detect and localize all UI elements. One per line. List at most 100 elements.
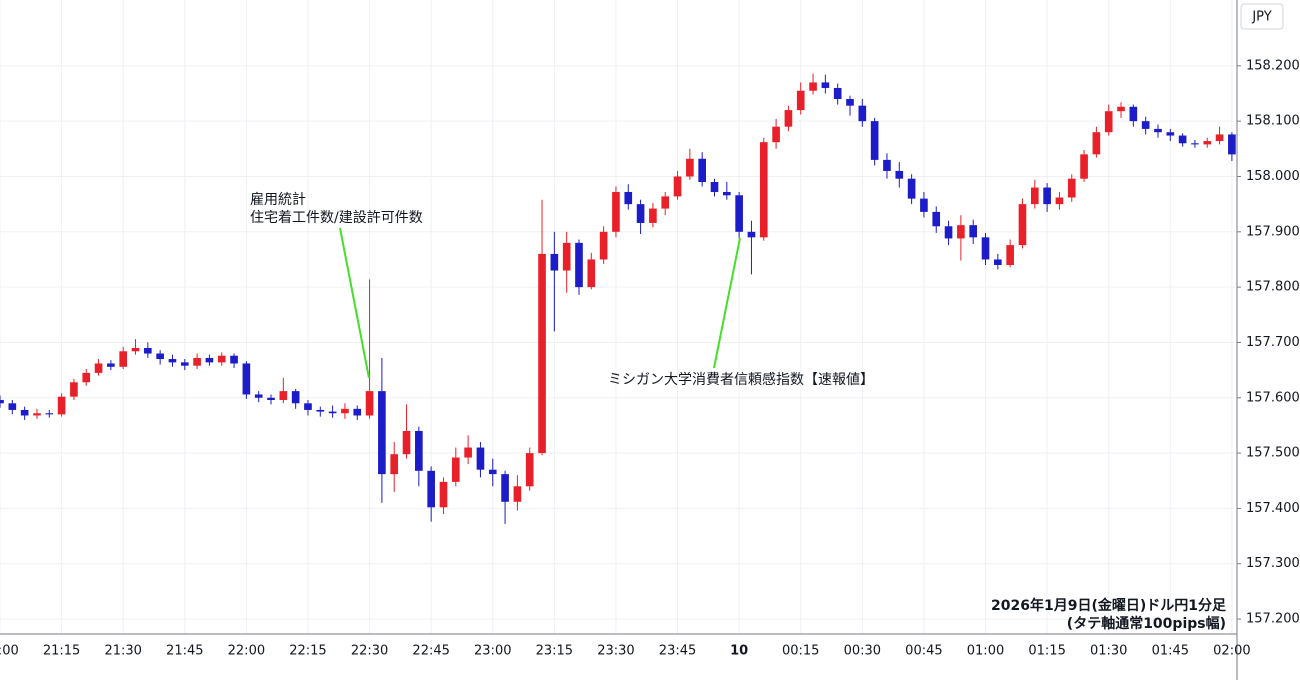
candle-body — [759, 142, 768, 238]
x-tick-label: 22:15 — [289, 644, 326, 659]
candle-body — [242, 363, 251, 395]
candle-body — [920, 198, 928, 212]
candle-body — [353, 408, 362, 416]
candle-body — [562, 242, 571, 271]
candle-body — [772, 126, 780, 143]
price-axis-panel — [1237, 0, 1300, 680]
x-tick-label: 00:45 — [905, 644, 942, 659]
candle-body — [341, 408, 349, 414]
candle-body — [205, 357, 214, 363]
candle-body — [525, 453, 534, 487]
candle-body — [488, 469, 497, 475]
candle-body — [279, 391, 288, 400]
candle-body — [994, 259, 1002, 265]
annotation-text: 住宅着工件数/建設許可件数 — [250, 210, 423, 226]
y-tick-label: 158.100 — [1246, 114, 1300, 129]
candle-body — [513, 486, 522, 502]
candle-body — [895, 170, 904, 179]
y-tick-label: 158.200 — [1246, 58, 1300, 73]
candle-body — [957, 225, 965, 239]
candle-body — [846, 99, 854, 106]
candle-body — [451, 457, 460, 482]
candle-body — [1092, 132, 1101, 155]
candle-body — [686, 158, 694, 177]
candle-body — [94, 363, 103, 373]
axes: 157.200 157.300 157.400 157.500 157.600 157.7… — [0, 58, 1300, 658]
candle-body — [378, 391, 386, 475]
candle-body — [131, 347, 140, 352]
candle-body — [587, 259, 596, 288]
candle-body — [796, 90, 805, 111]
grid — [0, 0, 1236, 634]
y-tick-label: 158.000 — [1246, 169, 1300, 184]
x-tick-label: 00:30 — [844, 644, 881, 659]
candle-body — [784, 110, 793, 127]
y-tick-label: 157.500 — [1246, 446, 1300, 461]
candle-body — [710, 182, 719, 192]
currency-badge[interactable] — [1240, 3, 1284, 30]
candle-body — [550, 253, 559, 271]
candle-body — [230, 355, 238, 364]
candle-body — [735, 195, 743, 232]
candle-body — [156, 353, 164, 360]
candle-body — [1104, 111, 1113, 133]
candle-body — [476, 447, 485, 470]
candle-body — [57, 396, 66, 415]
candle-body — [649, 208, 657, 223]
candle-body — [193, 357, 201, 366]
chart-note: (タテ軸通常100pips幅) — [1067, 615, 1226, 632]
x-tick-label: 01:15 — [1028, 644, 1065, 659]
x-tick-label: 01:30 — [1090, 644, 1127, 659]
candle-body — [464, 447, 472, 458]
candle-body — [1154, 128, 1162, 133]
candle-body — [932, 211, 941, 227]
x-tick-label: 23:15 — [536, 644, 573, 659]
candle-body — [575, 242, 583, 288]
x-tick-label: 01:00 — [967, 644, 1004, 659]
candle-body — [402, 430, 411, 455]
annotation-text: ミシガン大学消費者信頼感指数【速報値】 — [608, 371, 874, 388]
x-tick-label: 01:45 — [1152, 644, 1189, 659]
candle-body — [599, 231, 608, 260]
candle-body — [291, 391, 300, 404]
x-tick-label: 23:30 — [597, 644, 634, 659]
candle-body — [20, 409, 29, 416]
y-tick-label: 157.900 — [1246, 224, 1300, 239]
candle-body — [969, 225, 978, 238]
candle-body — [107, 363, 115, 367]
candle-body — [944, 226, 953, 239]
candle-body — [501, 474, 509, 502]
candle-body — [304, 403, 312, 410]
candle-body — [883, 159, 891, 171]
candle-body — [267, 397, 275, 400]
plot — [0, 73, 1236, 524]
y-tick-label: 157.800 — [1246, 280, 1300, 295]
currency-label: JPY — [1251, 10, 1271, 25]
candle-body — [661, 196, 670, 209]
candle-body — [0, 399, 4, 404]
candle-body — [1043, 187, 1051, 205]
x-tick-label: 21:15 — [43, 644, 80, 659]
candle-body — [538, 253, 546, 454]
candle-body — [809, 82, 817, 91]
candle-body — [168, 359, 177, 363]
y-tick-label: 157.200 — [1246, 612, 1300, 627]
candle-body — [1141, 121, 1150, 129]
candle-body — [70, 382, 78, 397]
candle-body — [858, 105, 867, 122]
x-tick-label: 22:00 — [228, 644, 265, 659]
y-tick-label: 157.300 — [1246, 556, 1300, 571]
annotation-leader — [339, 227, 370, 379]
x-tick-label: 21:45 — [166, 644, 203, 659]
candle-body — [365, 391, 374, 416]
candle-body — [1191, 143, 1199, 145]
candle-body — [1055, 197, 1064, 205]
x-tick-label: 21:30 — [104, 644, 141, 659]
candle-body — [119, 351, 128, 367]
candle-body — [981, 237, 990, 260]
candle-body — [45, 413, 54, 415]
candle-body — [254, 394, 263, 398]
x-tick-label: 22:45 — [412, 644, 449, 659]
candle-body — [415, 430, 423, 471]
